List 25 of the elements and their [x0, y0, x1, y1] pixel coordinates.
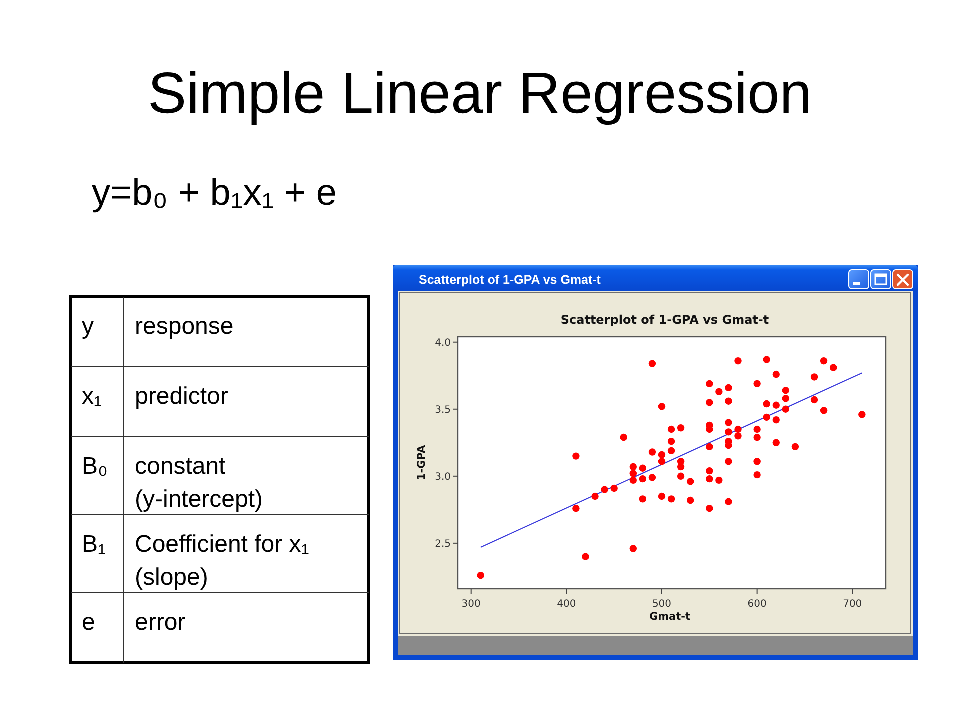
text: x₁: [82, 383, 102, 410]
text: Coefficient for x₁ (slope): [135, 531, 310, 591]
x-tick-label: 400: [557, 599, 576, 610]
y-tick-label: 3.5: [435, 404, 451, 416]
y-tick-label: 4.0: [435, 338, 451, 349]
x-tick-label: 600: [748, 599, 767, 610]
text: e: [82, 609, 96, 636]
chart-title: Simple Linear Regression: [148, 61, 812, 126]
text: response: [135, 313, 234, 340]
y-tick-label: 2.5: [435, 538, 451, 550]
text: Scatterplot of 1-GPA vs Gmat-t: [419, 273, 602, 287]
chart-subtitle: y=b₀ + b₁x₁ + e: [92, 172, 337, 213]
text: error: [135, 609, 186, 636]
text: B₀: [82, 453, 108, 480]
text: y: [82, 313, 94, 340]
x-axis-title: Gmat-t: [649, 611, 691, 623]
text: B₁: [82, 531, 106, 558]
text: constant (y-intercept): [135, 453, 264, 513]
y-axis-title: 1-GPA: [416, 444, 428, 481]
x-tick-label: 700: [843, 599, 862, 610]
x-tick-label: 500: [652, 599, 672, 610]
text: Scatterplot of 1-GPA vs Gmat-t: [560, 313, 770, 327]
text: predictor: [135, 383, 228, 410]
y-tick-label: 3.0: [435, 472, 451, 483]
x-tick-label: 300: [462, 599, 481, 610]
